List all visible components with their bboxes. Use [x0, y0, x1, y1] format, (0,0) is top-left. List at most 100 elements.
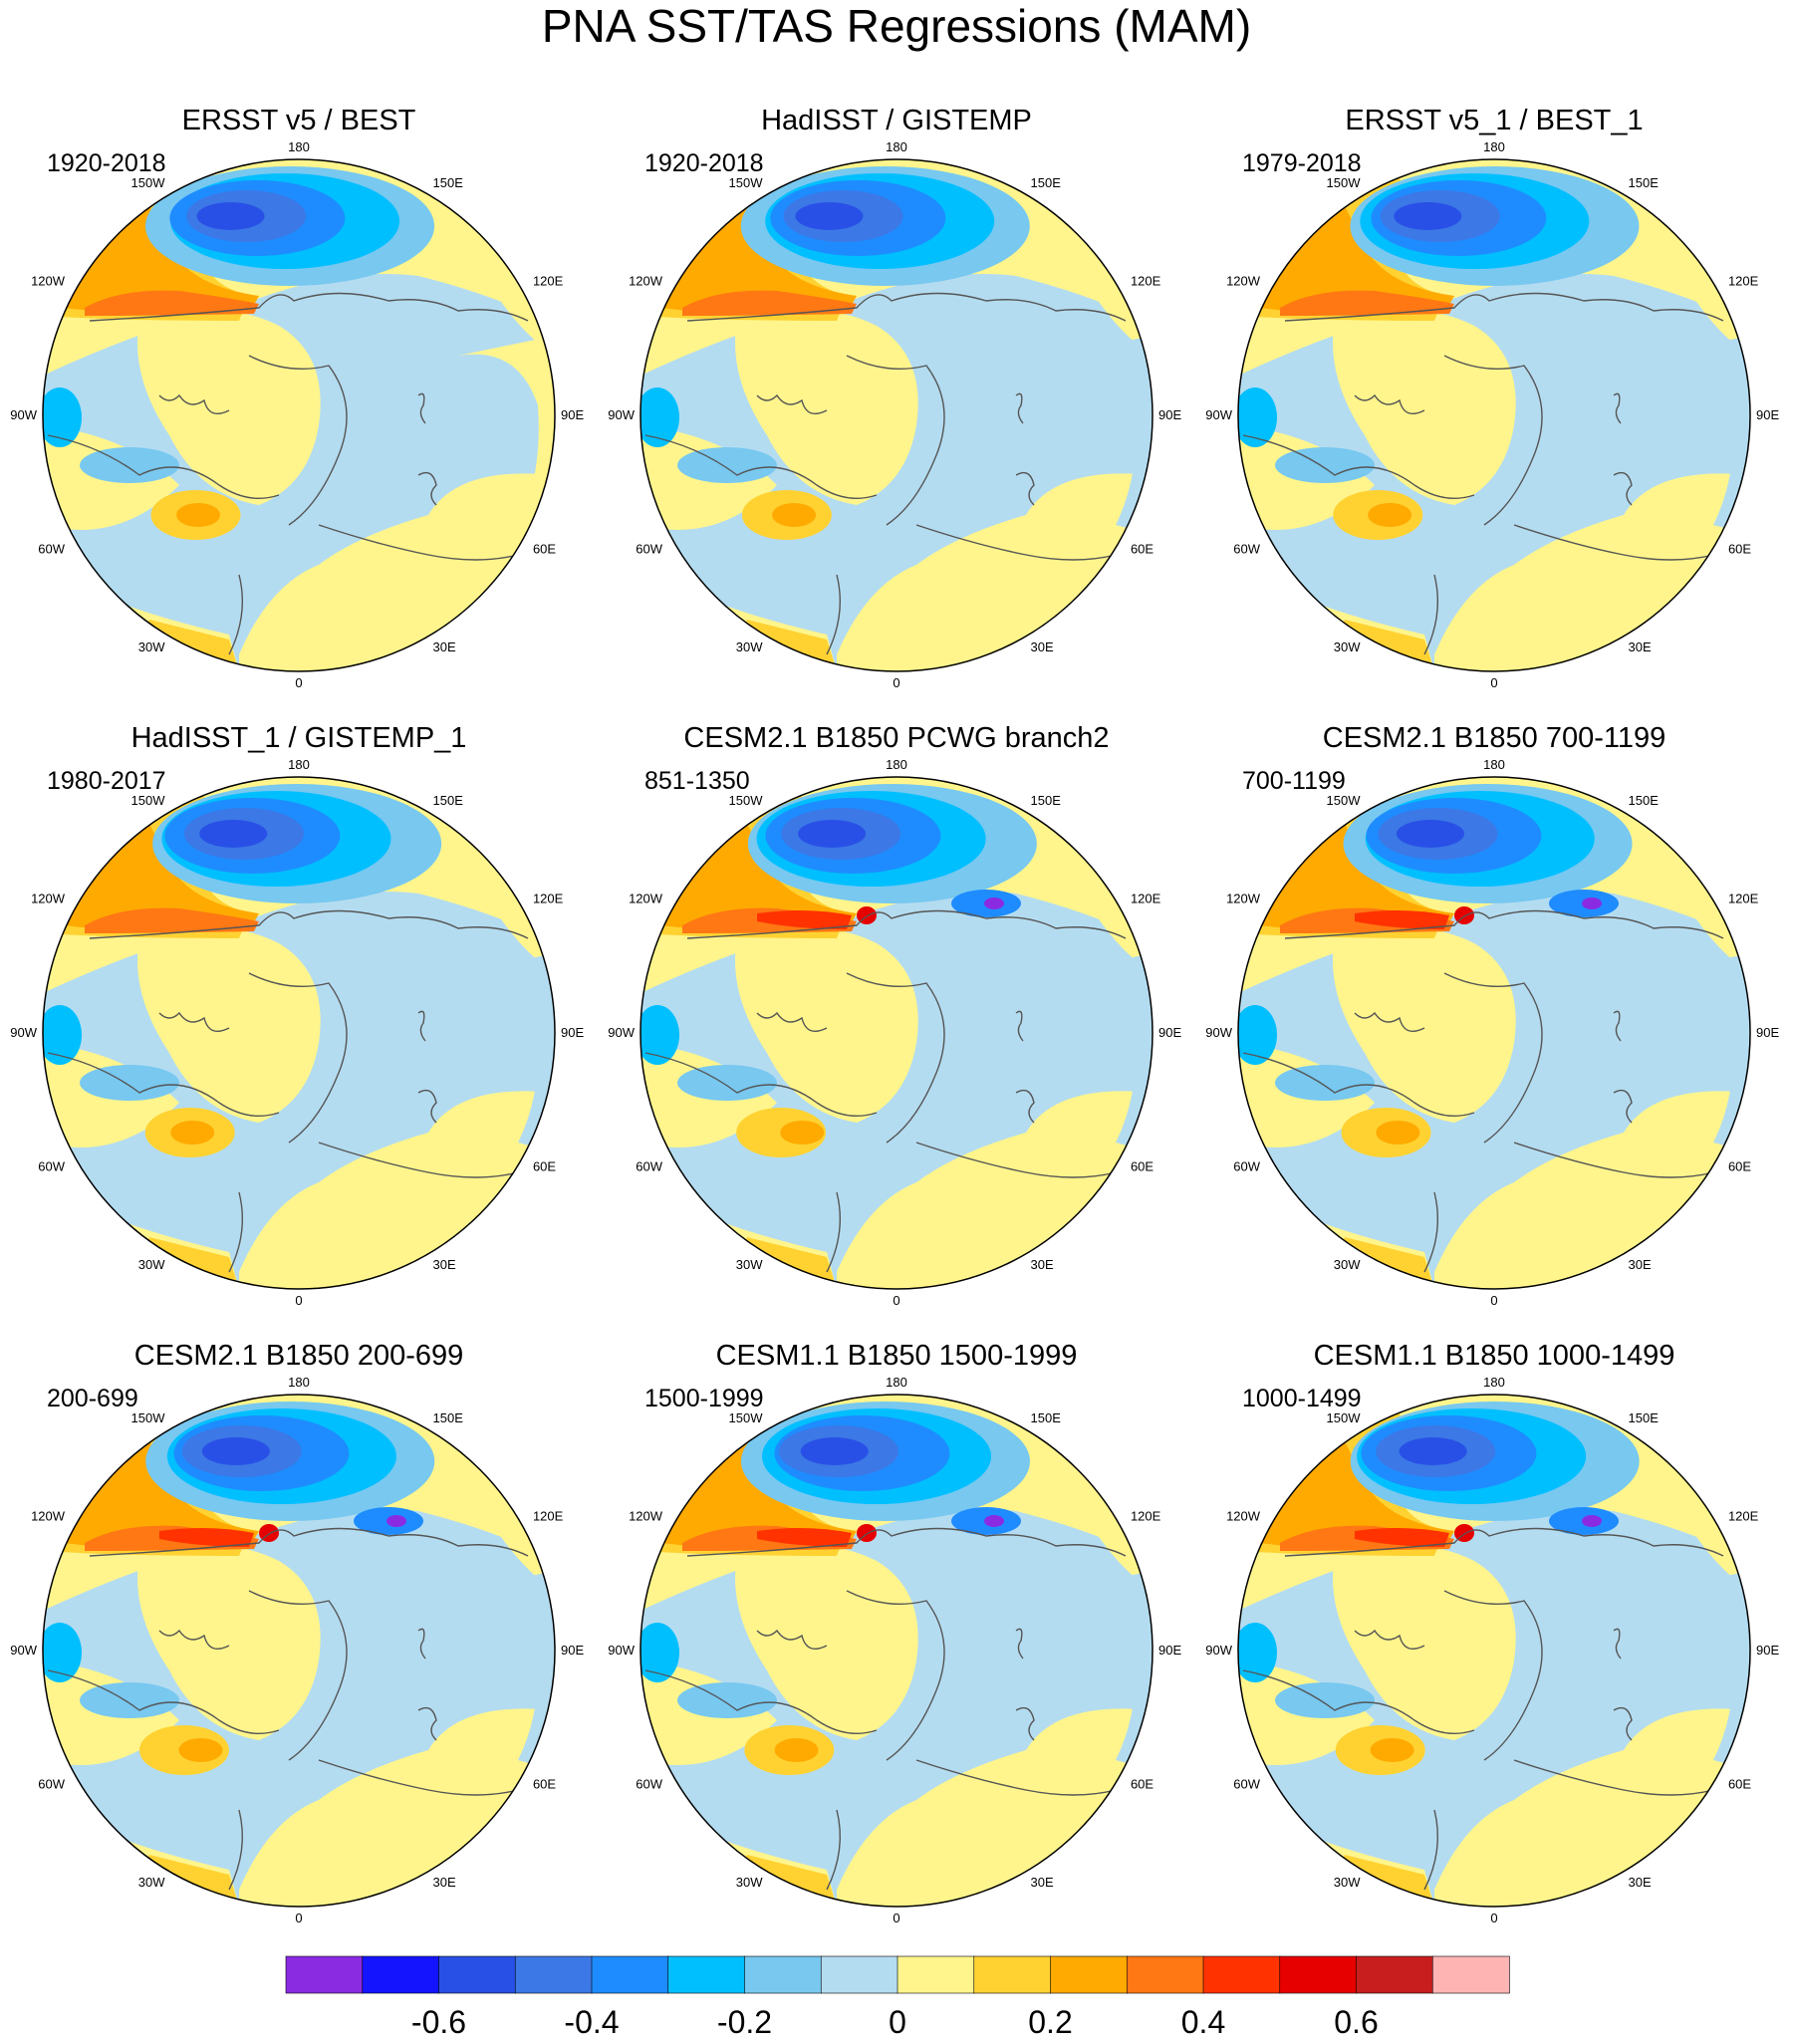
- longitude-label: 90W: [10, 1643, 37, 1658]
- longitude-label: 180: [886, 139, 907, 154]
- panel-title: CESM2.1 B1850 PCWG branch2: [683, 722, 1109, 754]
- map-border: [42, 158, 556, 672]
- regression-field: [1238, 1395, 1750, 1907]
- field-patch: [1056, 1571, 1153, 1770]
- longitude-label: 30E: [1031, 639, 1054, 654]
- positive-region: [1333, 926, 1516, 1123]
- longitude-label: 150W: [1327, 793, 1362, 808]
- negative-region: [640, 1623, 679, 1682]
- colorbar-tick-label: 0.4: [1181, 2004, 1225, 2039]
- longitude-label: 0: [1490, 1293, 1497, 1308]
- longitude-label: 150E: [1629, 1410, 1660, 1425]
- negative-region: [677, 1065, 777, 1101]
- panel-title: ERSST v5_1 / BEST_1: [1345, 105, 1643, 136]
- panel-period: 700-1199: [1242, 767, 1346, 795]
- longitude-label: 90W: [608, 407, 635, 422]
- positive-region: [1664, 246, 1750, 356]
- positive-region: [468, 1481, 555, 1591]
- longitude-label: 60E: [533, 1777, 556, 1792]
- positive-region: [137, 309, 321, 505]
- longitude-label: 60W: [1233, 542, 1260, 557]
- longitude-label: 30W: [736, 1875, 763, 1890]
- longitude-label: 60W: [1233, 1159, 1260, 1174]
- positive-region: [1376, 1121, 1420, 1145]
- negative-region: [640, 1005, 679, 1065]
- longitude-label: 180: [288, 757, 310, 772]
- longitude-label: 90W: [608, 1643, 635, 1658]
- longitude-label: 0: [893, 675, 899, 690]
- colorbar-swatch: [1050, 1955, 1129, 1994]
- longitude-label: 60W: [636, 1159, 662, 1174]
- longitude-label: 30W: [736, 639, 763, 654]
- longitude-label: 150W: [131, 1410, 166, 1425]
- longitude-label: 120W: [31, 892, 66, 906]
- coastlines: [1242, 1527, 1724, 1891]
- regression-field: [43, 159, 555, 671]
- regression-field: [640, 777, 1153, 1289]
- positive-region: [1355, 909, 1449, 929]
- positive-region: [137, 1544, 321, 1740]
- longitude-label: 150E: [433, 793, 464, 808]
- longitude-label: 180: [288, 1375, 310, 1390]
- colorbar-swatch: [514, 1955, 593, 1994]
- negative-region: [1275, 1682, 1375, 1718]
- regression-field: [43, 1395, 555, 1907]
- longitude-label: 60W: [38, 542, 65, 557]
- figure-title: PNA SST/TAS Regressions (MAM): [542, 0, 1251, 52]
- colorbar-swatch: [438, 1955, 517, 1994]
- colorbar: -0.6 -0.4 -0.2 0 0.2 0.4 0.6: [285, 1955, 1510, 2040]
- longitude-label: 90W: [1205, 1643, 1232, 1658]
- longitude-label: 180: [1483, 1375, 1505, 1390]
- longitude-label: 60E: [1728, 1159, 1751, 1174]
- positive-region: [757, 1527, 852, 1547]
- field-patch: [458, 336, 555, 535]
- longitude-label: 30E: [1629, 639, 1652, 654]
- panel-period: 200-699: [47, 1385, 138, 1412]
- negative-region: [43, 1005, 82, 1065]
- longitude-label: 0: [893, 1293, 899, 1308]
- positive-region: [170, 1121, 215, 1145]
- negative-peak: [800, 1437, 869, 1465]
- longitude-label: 90E: [1158, 407, 1181, 422]
- longitude-label: 30W: [138, 1257, 165, 1272]
- negative-peak: [386, 1515, 406, 1527]
- field-patch: [1654, 953, 1750, 1152]
- colorbar-tick-label: -0.6: [411, 2004, 466, 2039]
- positive-region: [1370, 1738, 1414, 1762]
- colorbar-swatch: [285, 1955, 364, 1994]
- longitude-label: 150E: [433, 1410, 464, 1425]
- panel-title: CESM2.1 B1850 700-1199: [1323, 722, 1665, 754]
- map-panel: 180 150E 120E 90E 60E 30E 0 30W 60W 90W 120W 150W CE…: [10, 1340, 584, 1925]
- longitude-label: 60W: [636, 542, 662, 557]
- longitude-label: 90E: [561, 407, 584, 422]
- panel-title: HadISST / GISTEMP: [761, 105, 1032, 136]
- longitude-label: 120E: [533, 892, 564, 906]
- longitude-label: 180: [288, 139, 310, 154]
- colorbar-swatch: [820, 1955, 898, 1994]
- longitude-label: 150W: [729, 793, 764, 808]
- negative-region: [1238, 1005, 1277, 1065]
- negative-region: [1275, 1065, 1375, 1101]
- longitude-label: 30E: [1031, 1875, 1054, 1890]
- regression-field: [43, 777, 555, 1289]
- positive-region: [772, 503, 817, 527]
- longitude-label: 90E: [1756, 1643, 1779, 1658]
- field-patch: [1056, 336, 1153, 535]
- longitude-label: 120E: [1131, 274, 1161, 289]
- longitude-label: 120E: [1131, 1509, 1161, 1524]
- panel-title: ERSST v5 / BEST: [182, 105, 416, 136]
- longitude-label: 120E: [533, 274, 564, 289]
- field-patch: [458, 1571, 555, 1770]
- negative-region: [1275, 447, 1375, 483]
- colorbar-swatch: [1202, 1955, 1281, 1994]
- panel-period: 1000-1499: [1242, 1385, 1362, 1412]
- positive-region: [1664, 1481, 1750, 1591]
- longitude-label: 60W: [1233, 1777, 1260, 1792]
- colorbar-swatch: [896, 1955, 975, 1994]
- longitude-label: 120W: [629, 1509, 663, 1524]
- longitude-label: 90E: [561, 1025, 584, 1040]
- longitude-label: 150E: [1031, 793, 1062, 808]
- positive-region: [85, 907, 259, 933]
- longitude-label: 0: [295, 1293, 302, 1308]
